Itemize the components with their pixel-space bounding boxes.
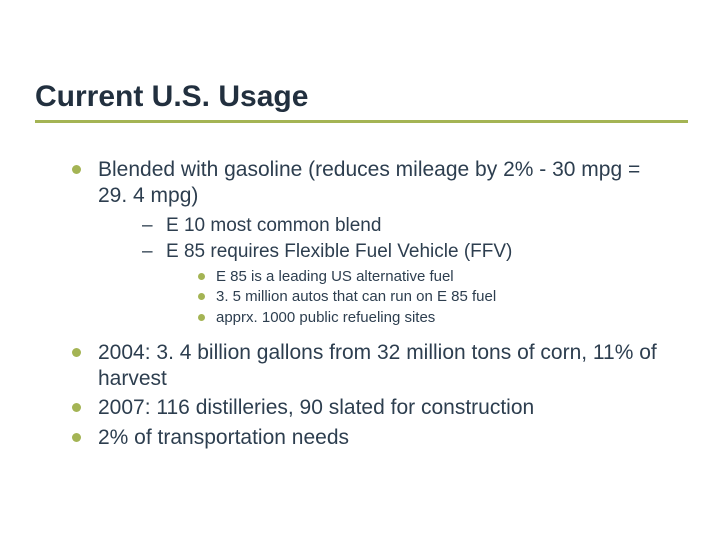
bullet-lvl1: 2007: 116 distilleries, 90 slated for co… [70, 395, 668, 421]
lvl3-group: E 85 is a leading US alternative fuel 3.… [142, 268, 668, 328]
bullet-lvl3: apprx. 1000 public refueling sites [196, 309, 668, 328]
bullet-lvl1: Blended with gasoline (reduces mileage b… [70, 157, 668, 208]
bullet-lvl2: E 85 requires Flexible Fuel Vehicle (FFV… [142, 240, 668, 264]
lvl2-group: E 10 most common blend E 85 requires Fle… [70, 214, 668, 328]
bullet-lvl3: 3. 5 million autos that can run on E 85 … [196, 288, 668, 307]
bullet-lvl3: E 85 is a leading US alternative fuel [196, 268, 668, 287]
slide-title: Current U.S. Usage [35, 80, 680, 114]
title-underline [35, 120, 688, 123]
bullet-lvl1: 2004: 3. 4 billion gallons from 32 milli… [70, 340, 668, 391]
slide-body: Blended with gasoline (reduces mileage b… [40, 157, 680, 450]
bullet-lvl2: E 10 most common blend [142, 214, 668, 238]
bullet-lvl1: 2% of transportation needs [70, 425, 668, 451]
